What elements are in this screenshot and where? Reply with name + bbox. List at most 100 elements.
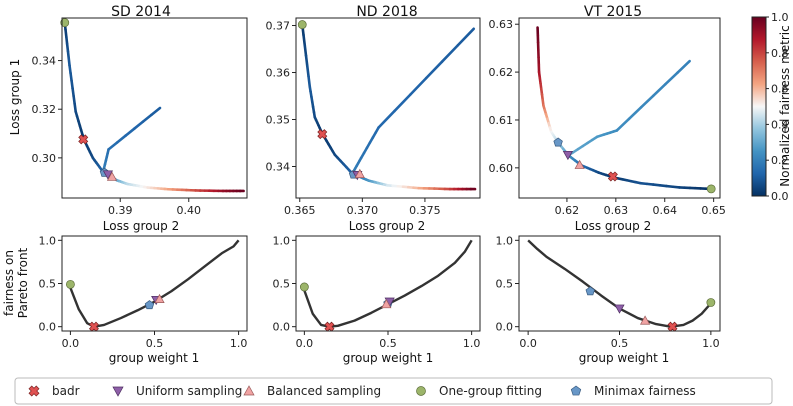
x-tick-label: 0.40	[177, 204, 202, 217]
colorbar-tick-label: 0.4	[771, 118, 789, 131]
pareto-branch-segment	[124, 127, 136, 137]
balanced-sampling-marker	[574, 159, 585, 169]
minimax-fairness-marker	[553, 137, 563, 147]
x-tick-label: 0.5	[379, 337, 397, 350]
plot-frame	[295, 235, 481, 332]
y-tick-label: 0.34	[32, 55, 57, 68]
y-tick-label: 0.63	[489, 18, 514, 31]
colorbar-tick-label: 1.0	[771, 11, 789, 24]
fairness-panel-sd2014: 0.0 0.5 1.0 0.0 0.5 1.0	[39, 234, 248, 350]
one-group-fitting-marker	[66, 279, 75, 289]
y-tick-label: 0.5	[39, 278, 57, 291]
fairness-curve	[527, 239, 712, 328]
x-tick-label: 1.0	[702, 337, 720, 350]
badr-marker	[28, 385, 40, 397]
badr-marker	[317, 129, 328, 140]
y-tick-label: 0.61	[489, 114, 514, 127]
panel-title-vt2015: VT 2015	[584, 4, 642, 20]
y-tick-label: 0.60	[489, 162, 514, 175]
x-tick-label: 0.39	[108, 204, 133, 217]
badr-marker	[324, 321, 335, 332]
y-tick-label: 0.34	[266, 161, 291, 174]
badr-marker	[78, 134, 89, 145]
pareto-branch-segment	[107, 141, 119, 151]
pareto-branch-segment	[456, 27, 476, 47]
x-tick-label: 1.0	[230, 337, 248, 350]
y-tick-label: 0.32	[32, 103, 57, 116]
xlabel-top-sd2014: Loss group 2	[103, 219, 179, 233]
y-tick-label: 0.0	[496, 321, 514, 334]
pareto-branch-segment	[639, 94, 655, 109]
pareto-branch-segment	[676, 59, 691, 74]
y-tick-label: 0.30	[32, 152, 57, 165]
legend-label: One-group fitting	[439, 384, 542, 398]
uniform-sampling-marker	[102, 170, 114, 180]
y-tick-label: 0.5	[273, 278, 291, 291]
balanced-sampling-marker	[354, 168, 365, 178]
plot-frame	[61, 17, 248, 199]
xlabel-top-nd2018: Loss group 2	[349, 219, 425, 233]
pareto-branch-segment	[440, 43, 460, 64]
uniform-sampling-marker	[614, 304, 625, 314]
badr-marker	[607, 171, 618, 182]
y-tick-label: 0.5	[496, 278, 514, 291]
x-tick-label: 0.64	[652, 204, 677, 217]
one-group-fitting-marker	[706, 184, 716, 194]
pareto-front-segment	[307, 74, 312, 88]
colorbar-tick-label: 0.0	[771, 190, 789, 203]
legend-label: Balanced sampling	[267, 384, 381, 398]
y-tick-label: 1.0	[496, 234, 514, 247]
x-tick-label: 0.63	[604, 204, 629, 217]
pareto-front-panel-nd2018: 0.365 0.370 0.375 0.34 0.35 0.36 0.37	[266, 17, 481, 217]
pareto-front-panel-sd2014: 0.39 0.40 0.30 0.32 0.34	[32, 17, 248, 217]
minimax-fairness-marker	[144, 300, 155, 310]
pareto-branch-segment	[141, 113, 153, 124]
x-tick-label: 0.0	[296, 337, 314, 350]
ylabel-top-sd2014: Loss group 1	[8, 59, 22, 135]
xlabel-bottom-sd2014: group weight 1	[109, 351, 200, 365]
balanced-sampling-marker	[639, 315, 651, 325]
fairness-curve	[303, 239, 473, 328]
y-tick-label: 0.35	[266, 114, 291, 127]
x-tick-label: 0.62	[555, 204, 580, 217]
pareto-branch-segment	[664, 71, 679, 86]
minimax-fairness-marker	[570, 385, 582, 396]
balanced-sampling-marker	[381, 299, 392, 309]
pareto-front-segment	[303, 43, 308, 57]
one-group-fitting-marker	[706, 298, 716, 307]
colorbar-tick-label: 0.2	[771, 154, 789, 167]
balanced-sampling-marker	[154, 293, 165, 303]
panel-title-sd2014: SD 2014	[111, 4, 171, 20]
x-tick-label: 0.0	[62, 337, 80, 350]
pareto-branch-segment	[409, 76, 428, 96]
pareto-branch-segment	[424, 60, 444, 80]
legend-label: badr	[52, 384, 80, 398]
y-tick-label: 0.37	[266, 20, 291, 33]
colorbar: 0.0 0.2 0.4 0.6 0.8 1.0	[751, 11, 789, 203]
pareto-front-segment	[302, 33, 307, 47]
pareto-branch-segment	[393, 93, 412, 113]
x-tick-label: 0.5	[611, 337, 629, 350]
x-tick-label: 0.375	[409, 204, 441, 217]
xlabel-bottom-nd2018: group weight 1	[343, 351, 434, 365]
panel-title-nd2018: ND 2018	[356, 4, 417, 20]
pareto-branch-segment	[615, 117, 631, 132]
pareto-front-segment	[305, 64, 310, 78]
pareto-branch-segment	[377, 109, 396, 129]
ylabel-bottom-line1: fairness on	[2, 250, 16, 316]
uniform-sampling-marker	[562, 150, 573, 161]
one-group-fitting-marker	[60, 18, 70, 28]
uniform-sampling-marker	[112, 386, 124, 397]
plot-frame	[295, 17, 481, 199]
one-group-fitting-marker	[416, 386, 426, 396]
pareto-branch-segment	[115, 134, 128, 144]
xlabel-top-vt2015: Loss group 2	[575, 219, 651, 233]
y-tick-label: 0.0	[39, 321, 57, 334]
colorbar-tick-label: 0.8	[771, 47, 789, 60]
y-tick-label: 0.62	[489, 66, 514, 79]
colorbar-gradient	[751, 16, 767, 197]
balanced-sampling-marker	[106, 171, 118, 181]
pareto-branch-segment	[132, 120, 145, 130]
x-tick-label: 0.365	[284, 204, 316, 217]
